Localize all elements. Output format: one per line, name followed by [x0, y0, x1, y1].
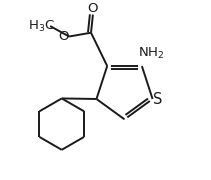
Text: S: S	[153, 93, 163, 107]
Text: O: O	[59, 30, 69, 43]
Text: H$_3$C: H$_3$C	[28, 19, 55, 34]
Text: O: O	[88, 2, 98, 15]
Text: NH$_2$: NH$_2$	[138, 46, 165, 61]
